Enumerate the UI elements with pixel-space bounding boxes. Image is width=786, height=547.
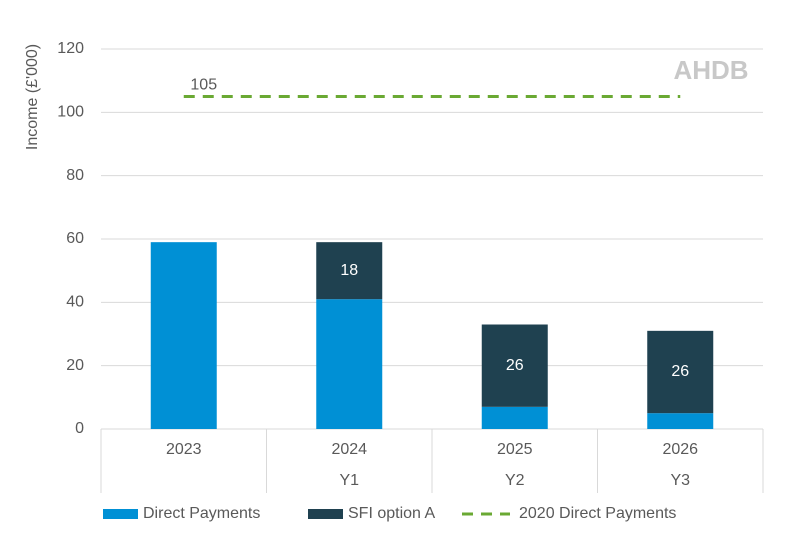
x-tick-label: 2025: [497, 441, 533, 458]
y-tick-label: 100: [57, 104, 84, 121]
legend-label: Direct Payments: [143, 505, 260, 522]
x-subcategory-label: Y1: [339, 472, 359, 489]
x-tick-label: 2026: [662, 441, 698, 458]
y-tick-label: 20: [66, 357, 84, 374]
y-tick-label: 0: [75, 420, 84, 437]
y-tick-label: 120: [57, 40, 84, 57]
x-tick-label: 2023: [166, 441, 202, 458]
bar-segment: [647, 330, 714, 414]
bar-segment: [316, 299, 383, 429]
bar-segment: [647, 413, 714, 429]
bar-segment: [316, 242, 383, 300]
x-tick-label: 2024: [331, 441, 367, 458]
y-tick-label: 60: [66, 230, 84, 247]
legend-swatch: [308, 509, 343, 519]
watermark: AHDB: [673, 55, 748, 85]
legend-label: 2020 Direct Payments: [519, 505, 676, 522]
y-tick-label: 40: [66, 294, 84, 311]
y-tick-label: 80: [66, 167, 84, 184]
y-axis-label: Income (£'000): [24, 44, 41, 150]
bar-segment: [481, 406, 548, 429]
data-label: 26: [506, 357, 524, 374]
legend-swatch: [103, 509, 138, 519]
legend-label: SFI option A: [348, 505, 435, 522]
x-subcategory-label: Y2: [505, 472, 525, 489]
data-label: 18: [340, 262, 358, 279]
bar-segment: [150, 242, 217, 429]
data-label: 26: [671, 363, 689, 380]
x-subcategory-label: Y3: [670, 472, 690, 489]
data-label: 105: [190, 77, 217, 94]
bar-segment: [481, 324, 548, 407]
